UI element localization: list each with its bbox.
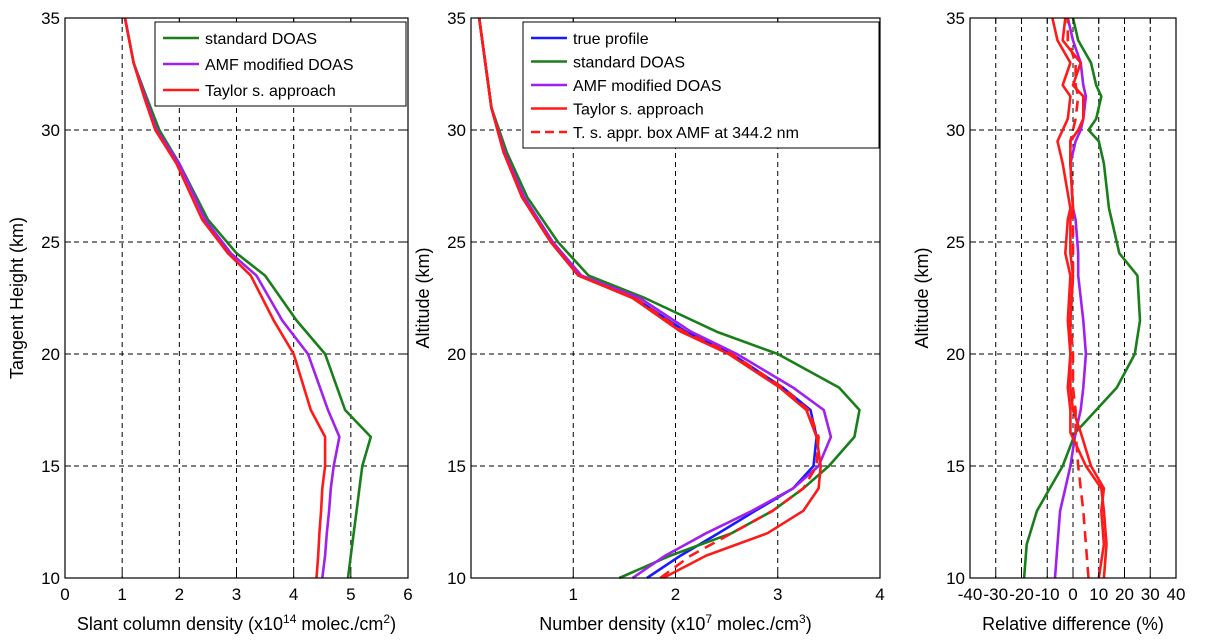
legend-label: T. s. appr. box AMF at 344.2 nm: [573, 125, 799, 142]
chart-panel-2: 1 2 3 4 10 15 20 25 30 35 Number density (x107 mol…: [413, 9, 885, 634]
y-tick-label: 30: [946, 121, 965, 140]
y-tick-label: 10: [946, 569, 965, 588]
x-tick-label: -30: [983, 585, 1008, 604]
x-tick-label: 4: [875, 585, 884, 604]
x-tick-label: -40: [958, 585, 983, 604]
y-tick-label: 20: [946, 345, 965, 364]
series-line-4: [1051, 17, 1108, 579]
x-tick-label: 10: [1089, 585, 1108, 604]
y-tick-label: 25: [447, 233, 466, 252]
x-tick-label: 20: [1115, 585, 1134, 604]
y-axis-label: Altitude (km): [413, 247, 433, 348]
series-line-1: [1022, 17, 1142, 579]
legend-label: AMF modified DOAS: [573, 78, 721, 95]
y-tick-label: 35: [447, 9, 466, 28]
y-tick-label: 30: [447, 121, 466, 140]
x-tick-label: 1: [117, 585, 126, 604]
x-tick-label: 0: [1068, 585, 1077, 604]
legend-label: AMF modified DOAS: [205, 57, 353, 74]
x-axis-label: Slant column density (x1014 molec./cm2): [77, 612, 396, 634]
series-line-2: [1053, 17, 1088, 579]
chart-panel-3: -40 -30 -20 -10 0 10 20 30 40 10 15 20 25 30 35 Relativ…: [912, 9, 1185, 634]
x-tick-label: 2: [671, 585, 680, 604]
legend-label: Taylor s. approach: [205, 83, 336, 100]
y-axis-label: Tangent Height (km): [7, 217, 27, 379]
y-tick-label: 15: [447, 457, 466, 476]
legend-label: true profile: [573, 31, 649, 48]
x-tick-label: 0: [60, 585, 69, 604]
x-tick-label: 5: [346, 585, 355, 604]
chart-panel-1: 0 1 2 3 4 5 6 10 15 20 25 30 35 Slant column density …: [7, 9, 413, 634]
x-tick-label: -10: [1035, 585, 1060, 604]
legend-label: Taylor s. approach: [573, 102, 704, 119]
series-line-5: [1066, 18, 1090, 579]
y-tick-label: 10: [447, 569, 466, 588]
y-tick-label: 25: [946, 233, 965, 252]
y-tick-label: 10: [41, 569, 60, 588]
legend-label: standard DOAS: [205, 31, 317, 48]
y-tick-label: 20: [447, 345, 466, 364]
y-tick-label: 30: [41, 121, 60, 140]
x-tick-label: 1: [569, 585, 578, 604]
x-axis-label: Relative difference (%): [982, 614, 1164, 634]
legend: true profile standard DOAS AMF modified DO…: [522, 21, 880, 149]
legend-box: [522, 21, 880, 149]
y-axis-label: Altitude (km): [912, 247, 932, 348]
series-line-2: [477, 17, 861, 580]
series-line-3: [123, 17, 327, 579]
series-line-4: [477, 17, 823, 580]
legend-label: standard DOAS: [573, 55, 685, 72]
x-tick-label: 30: [1141, 585, 1160, 604]
x-tick-label: 2: [175, 585, 184, 604]
x-tick-label: 3: [232, 585, 241, 604]
x-tick-label: 6: [403, 585, 412, 604]
series-line-3: [1061, 17, 1106, 579]
x-axis-label: Number density (x107 molec./cm3): [539, 612, 811, 634]
x-tick-label: 4: [289, 585, 298, 604]
x-tick-label: 3: [773, 585, 782, 604]
series-line-3: [477, 17, 833, 580]
x-tick-label: 40: [1167, 585, 1186, 604]
y-tick-label: 25: [41, 233, 60, 252]
series-line-1: [123, 17, 373, 579]
y-tick-label: 15: [41, 457, 60, 476]
y-tick-label: 35: [41, 9, 60, 28]
y-tick-label: 20: [41, 345, 60, 364]
y-tick-label: 35: [946, 9, 965, 28]
y-tick-label: 15: [946, 457, 965, 476]
x-tick-label: -20: [1009, 585, 1034, 604]
legend: standard DOAS AMF modified DOAS Taylor s. …: [154, 21, 407, 107]
